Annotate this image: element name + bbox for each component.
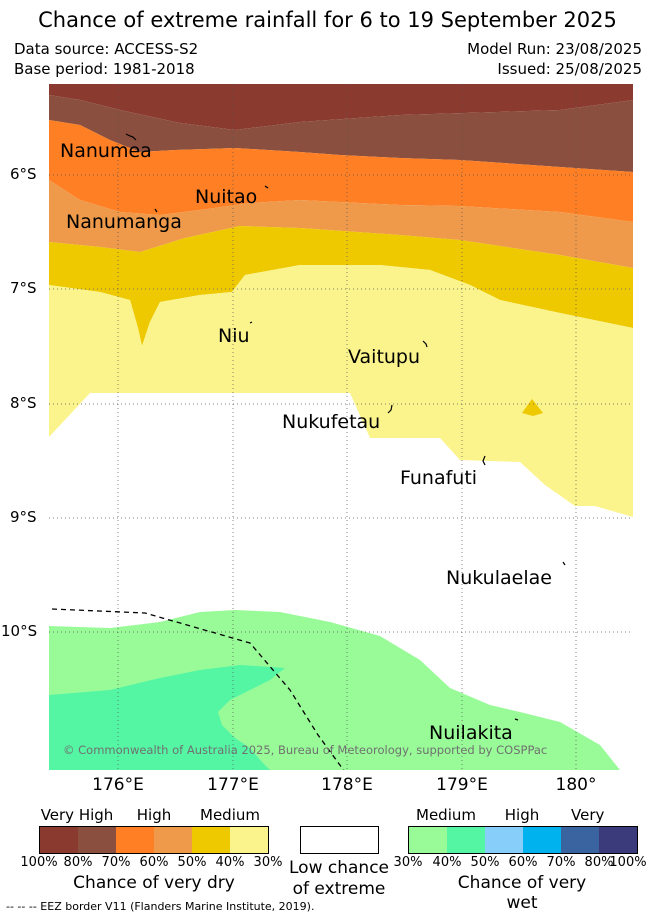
- dry-caption: Chance of very dry: [73, 873, 235, 893]
- lon-label-179e: 179°E: [436, 775, 488, 795]
- wet-swatch-50-60: [485, 826, 523, 854]
- dry-pct-80: 80%: [63, 855, 93, 870]
- wet-swatch-30-40: [408, 826, 447, 854]
- dry-zone-60-70: [49, 120, 633, 222]
- issued-date: Issued: 25/08/2025: [497, 60, 642, 78]
- model-run: Model Run: 23/08/2025: [467, 40, 642, 58]
- lon-label-178e: 178°E: [321, 775, 373, 795]
- dry-pct-50: 50%: [177, 855, 207, 870]
- eez-border: [51, 608, 345, 770]
- wet-pct-60: 60%: [508, 855, 538, 870]
- lat-label-9s: 9°S: [10, 508, 37, 526]
- dry-zone-30-40: [49, 265, 633, 517]
- dry-pct-60: 60%: [139, 855, 169, 870]
- place-label-nuitao: Nuitao: [195, 186, 258, 208]
- wet-swatch-60-70: [523, 826, 561, 854]
- dry-swatch-80-100: [39, 826, 78, 854]
- low-chance-swatch: [300, 826, 379, 854]
- dry-pct-70: 70%: [101, 855, 131, 870]
- wet-pct-70: 70%: [546, 855, 576, 870]
- dry-level-high: High: [136, 806, 172, 824]
- dry-level-very-high: Very High: [40, 806, 114, 824]
- low-chance-caption-line2: of extreme: [292, 879, 386, 899]
- dry-zone-50-60: [49, 180, 633, 268]
- dry-patch-40-50: [522, 399, 543, 416]
- dry-zone-70-80: [49, 95, 633, 172]
- data-source: Data source: ACCESS-S2: [14, 40, 199, 58]
- wet-swatch-40-50: [447, 826, 485, 854]
- dry-pct-40: 40%: [215, 855, 245, 870]
- place-label-nukufetau: Nukufetau: [282, 411, 381, 433]
- place-label-nanumea: Nanumea: [60, 140, 152, 162]
- dry-pct-30: 30%: [253, 855, 283, 870]
- lat-label-7s: 7°S: [10, 279, 37, 297]
- place-label-nukulaelae: Nukulaelae: [446, 567, 552, 589]
- dry-swatch-50-60: [154, 826, 192, 854]
- wet-zone-40-50: [49, 665, 285, 770]
- wet-pct-40: 40%: [432, 855, 462, 870]
- dry-zone-80-100: [49, 84, 633, 130]
- lat-label-8s: 8°S: [10, 394, 37, 412]
- lon-label-177e: 177°E: [207, 775, 259, 795]
- base-period: Base period: 1981-2018: [14, 60, 195, 78]
- dry-swatch-70-80: [78, 826, 116, 854]
- copyright-notice: © Commonwealth of Australia 2025, Bureau…: [63, 743, 548, 757]
- place-label-niu: Niu: [218, 325, 250, 347]
- lon-label-176e: 176°E: [92, 775, 144, 795]
- wet-pct-30: 30%: [393, 855, 423, 870]
- wet-caption: Chance of very wet: [457, 873, 587, 913]
- dry-swatch-40-50: [192, 826, 230, 854]
- wet-swatch-80-100: [599, 826, 638, 854]
- map-plot-area: [49, 84, 633, 770]
- dry-zone-40-50: [49, 226, 633, 346]
- place-label-nuilakita: Nuilakita: [429, 722, 513, 744]
- dry-level-medium: Medium: [200, 806, 260, 824]
- wet-swatch-70-80: [561, 826, 599, 854]
- wet-pct-50: 50%: [470, 855, 500, 870]
- place-label-funafuti: Funafuti: [400, 467, 478, 489]
- map-title: Chance of extreme rainfall for 6 to 19 S…: [38, 8, 617, 32]
- place-label-vaitupu: Vaitupu: [348, 346, 421, 368]
- lat-label-6s: 6°S: [10, 165, 37, 183]
- island-outlines: [125, 133, 566, 721]
- lat-label-10s: 10°S: [1, 622, 38, 640]
- wet-level-medium: Medium: [416, 806, 476, 824]
- low-chance-caption-line1: Low chance: [289, 858, 389, 878]
- wet-pct-80: 80%: [584, 855, 614, 870]
- wet-pct-100: 100%: [609, 855, 647, 870]
- lon-label-180: 180°: [555, 775, 597, 795]
- wet-level-high: High: [504, 806, 540, 824]
- dry-swatch-60-70: [116, 826, 154, 854]
- eez-border-note: -- -- -- EEZ border V11 (Flanders Marine…: [6, 900, 315, 913]
- dry-swatch-30-40: [230, 826, 269, 854]
- dry-pct-100: 100%: [20, 855, 58, 870]
- place-label-nanumanga: Nanumanga: [66, 211, 182, 233]
- lat-grid: [49, 174, 633, 633]
